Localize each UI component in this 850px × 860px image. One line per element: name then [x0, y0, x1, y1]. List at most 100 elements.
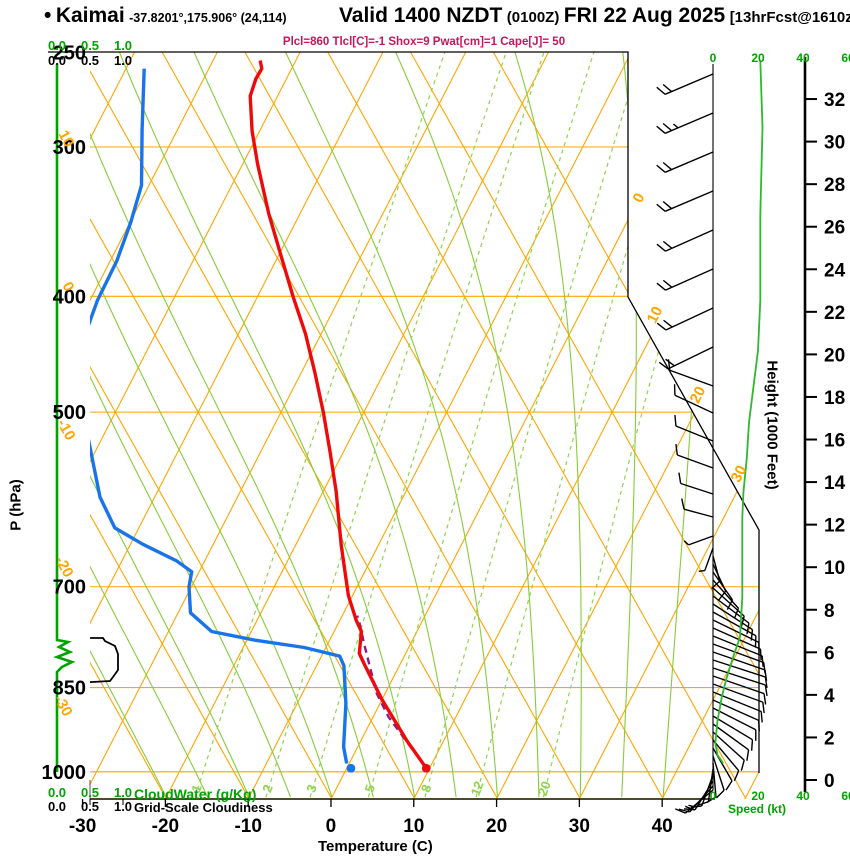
wind-barb [712, 762, 717, 797]
height-tick-label: 16 [824, 431, 845, 452]
wind-barb-tick [740, 615, 745, 627]
cloud-scale-value: 0.0 [47, 799, 67, 814]
wind-barb [712, 619, 760, 643]
valid-time-z: (0100Z) [506, 9, 560, 26]
temperature-tick-label: 10 [403, 816, 424, 837]
height-tick-label: 22 [824, 303, 845, 324]
wind-barb-tick [763, 693, 767, 705]
cloud-scale-value: 0.5 [80, 799, 100, 814]
wind-barb [664, 190, 714, 212]
cloud-scale-value: 0.5 [80, 785, 100, 800]
speed-tick-label: 0 [710, 789, 717, 803]
dry-adiabat-line [410, 52, 759, 799]
speed-tick-label: 40 [796, 789, 810, 803]
wind-barb-tick [750, 739, 754, 751]
wind-barb-tick [757, 720, 760, 732]
isotherm-line [247, 52, 632, 799]
wind-barb [712, 571, 734, 601]
wind-barb-tick [764, 684, 768, 696]
cloud-scale-value: 1.0 [113, 38, 133, 53]
wind-barb [664, 73, 714, 95]
surface-temp-dot [421, 763, 431, 773]
mixing-ratio-label: 12 [468, 779, 487, 798]
wind-barb [712, 603, 753, 631]
mixing-ratio-line [194, 52, 446, 798]
height-tick-label: 12 [824, 516, 845, 537]
pressure-axis-title: P (hPa) [7, 479, 25, 531]
moist-adiabat-line [90, 52, 374, 798]
moist-adiabat-line [90, 52, 250, 798]
wind-barb-tick [764, 676, 768, 688]
wind-barb-tick [656, 164, 666, 173]
wind-barb-tick [656, 203, 666, 212]
wind-barb-tick [662, 161, 673, 171]
wind-barb [712, 627, 761, 650]
wind-barb [712, 683, 764, 703]
mixing-ratio-label: 20 [535, 779, 554, 798]
wind-barb [683, 508, 714, 518]
wind-barb-tick [662, 240, 673, 249]
wind-barb-tick [656, 322, 667, 331]
wind-barb-tick [711, 580, 721, 589]
mixing-ratio-line [367, 52, 595, 798]
isotherm-line [661, 52, 759, 799]
parcel-path [356, 615, 428, 769]
speed-tick-label: 40 [796, 51, 810, 65]
wind-barb-tick [667, 359, 671, 371]
wind-barb-tick [683, 540, 690, 546]
wind-barb [712, 755, 725, 791]
wind-barb [712, 675, 765, 695]
forecast-tag: [13hrFcst@1610z] [729, 9, 850, 26]
plot-grid [0, 52, 759, 799]
wind-barb [667, 346, 714, 370]
temperature-tick-label: -10 [234, 816, 261, 837]
cloud-scale-value: 1.0 [113, 785, 133, 800]
height-tick-label: 30 [824, 133, 845, 154]
wind-barb-tick [762, 702, 765, 714]
height-tick-label: 24 [824, 260, 846, 281]
wind-barb-tick [662, 200, 673, 210]
wind-barb-tick [740, 759, 745, 771]
isotherm-line [90, 52, 384, 799]
cloud-scale-value: 0.0 [47, 785, 67, 800]
mixing-ratio-line [475, 52, 686, 798]
height-tick-label: 32 [824, 90, 845, 111]
pressure-tick-label: 1000 [42, 762, 87, 784]
height-tick-label: 6 [824, 643, 835, 664]
wind-barb-tick [746, 749, 750, 761]
height-tick-label: 28 [824, 175, 845, 196]
speed-tick-label: 20 [751, 51, 765, 65]
cloud-scale-value: 1.0 [113, 53, 133, 68]
temperature-curve [248, 60, 428, 770]
wind-barb-tick [725, 780, 733, 791]
valid-time: Valid 1400 NZDT [338, 4, 503, 27]
wind-barb [680, 482, 714, 495]
wind-barb [664, 151, 714, 173]
wind-barb-tick [746, 622, 750, 635]
isotherm-line [90, 52, 218, 799]
height-tick-label: 18 [824, 388, 845, 409]
cloud-scale-value: 0.0 [47, 53, 67, 68]
wind-barb [669, 369, 714, 387]
wind-barb-tick [698, 569, 705, 572]
cloud-scale-value: 1.0 [113, 799, 133, 814]
isotherm-line [0, 52, 52, 799]
cloud-scale-value: 0.5 [80, 53, 100, 68]
wind-barb [712, 723, 750, 751]
wind-barb [675, 425, 714, 442]
moist-adiabat-line [394, 52, 540, 798]
wind-barb-tick [658, 361, 669, 370]
wind-barb-tick [715, 789, 725, 799]
temperature-tick-label: -30 [69, 816, 96, 837]
moist-adiabat-line [117, 52, 416, 798]
plot-border [48, 51, 760, 773]
wind-barb-tick [681, 498, 685, 510]
wind-barb-tick [663, 319, 673, 328]
wind-barb-tick [656, 125, 666, 134]
wind-barb [712, 659, 766, 678]
wind-barb [712, 595, 750, 624]
isotherm-label: 30 [728, 463, 751, 486]
dry-adiabat-line [90, 52, 250, 799]
